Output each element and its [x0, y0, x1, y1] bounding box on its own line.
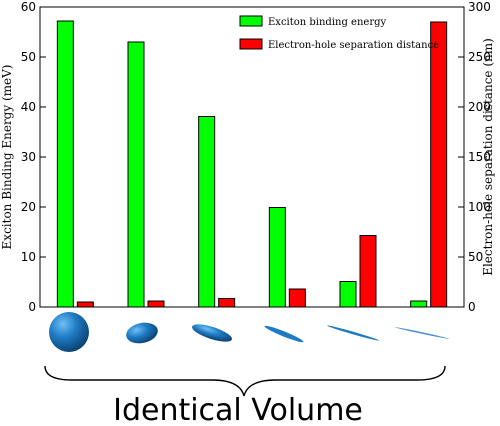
legend-swatch-separation: [239, 38, 263, 50]
separation-bar-5: [359, 235, 377, 308]
separation-bar-2: [147, 300, 165, 308]
sphere-shape: [49, 312, 89, 352]
exciton-bar-3: [198, 116, 216, 308]
caption: Identical Volume: [113, 393, 363, 426]
exciton-bar-6: [410, 300, 428, 308]
bars: [56, 20, 448, 308]
right-axis-tick-label-4: 200: [468, 100, 491, 114]
left-axis-tick-label-4: 40: [21, 100, 36, 114]
shape-row: [49, 312, 450, 352]
exciton-bar-4: [268, 207, 286, 308]
separation-bar-6: [430, 21, 448, 308]
thinnest-disk-shape: [394, 327, 450, 339]
legend-label-separation: Electron-hole separation distance: [268, 40, 439, 51]
right-axis-tick-label-2: 100: [468, 200, 491, 214]
right-axis-tick-label-3: 150: [468, 150, 491, 164]
very-thin-disk-shape: [327, 325, 379, 341]
legend-swatch-exciton: [239, 15, 263, 27]
left-axis-tick-label-5: 50: [21, 50, 36, 64]
exciton-bar-1: [56, 20, 74, 308]
right-axis-tick-label-5: 250: [468, 50, 491, 64]
separation-bar-4: [288, 288, 306, 308]
left-axis-tick-label-1: 10: [21, 250, 36, 264]
curly-brace: [44, 365, 446, 397]
legend-label-exciton: Exciton binding energy: [268, 17, 387, 28]
thin-disk-shape: [264, 325, 304, 343]
separation-bar-1: [76, 301, 94, 308]
left-axis-tick-label-0: 0: [28, 300, 36, 314]
left-axis-tick-label-6: 60: [21, 0, 36, 14]
separation-bar-3: [218, 298, 236, 308]
flattened-ellipsoid-shape: [191, 324, 233, 342]
right-axis-tick-label-6: 300: [468, 0, 491, 14]
plot-frame: [39, 6, 465, 308]
exciton-bar-2: [127, 41, 145, 308]
y-axis-title-right: Electron-hole separation distance (nm): [481, 38, 495, 276]
left-axis-tick-label-2: 20: [21, 200, 36, 214]
right-axis-tick-label-0: 0: [468, 300, 476, 314]
exciton-bar-5: [339, 281, 357, 308]
oblate-ellipsoid-shape: [126, 322, 158, 344]
y-axis-title-left: Exciton Binding Energy (meV): [0, 65, 14, 250]
right-axis-tick-label-1: 50: [468, 250, 483, 264]
legend: Exciton binding energy Electron-hole sep…: [239, 15, 439, 51]
left-axis-tick-label-3: 30: [21, 150, 36, 164]
axis-ticks: 0 10 20 30 40 50 60 0 50 100 150 200 250 300: [21, 0, 491, 314]
